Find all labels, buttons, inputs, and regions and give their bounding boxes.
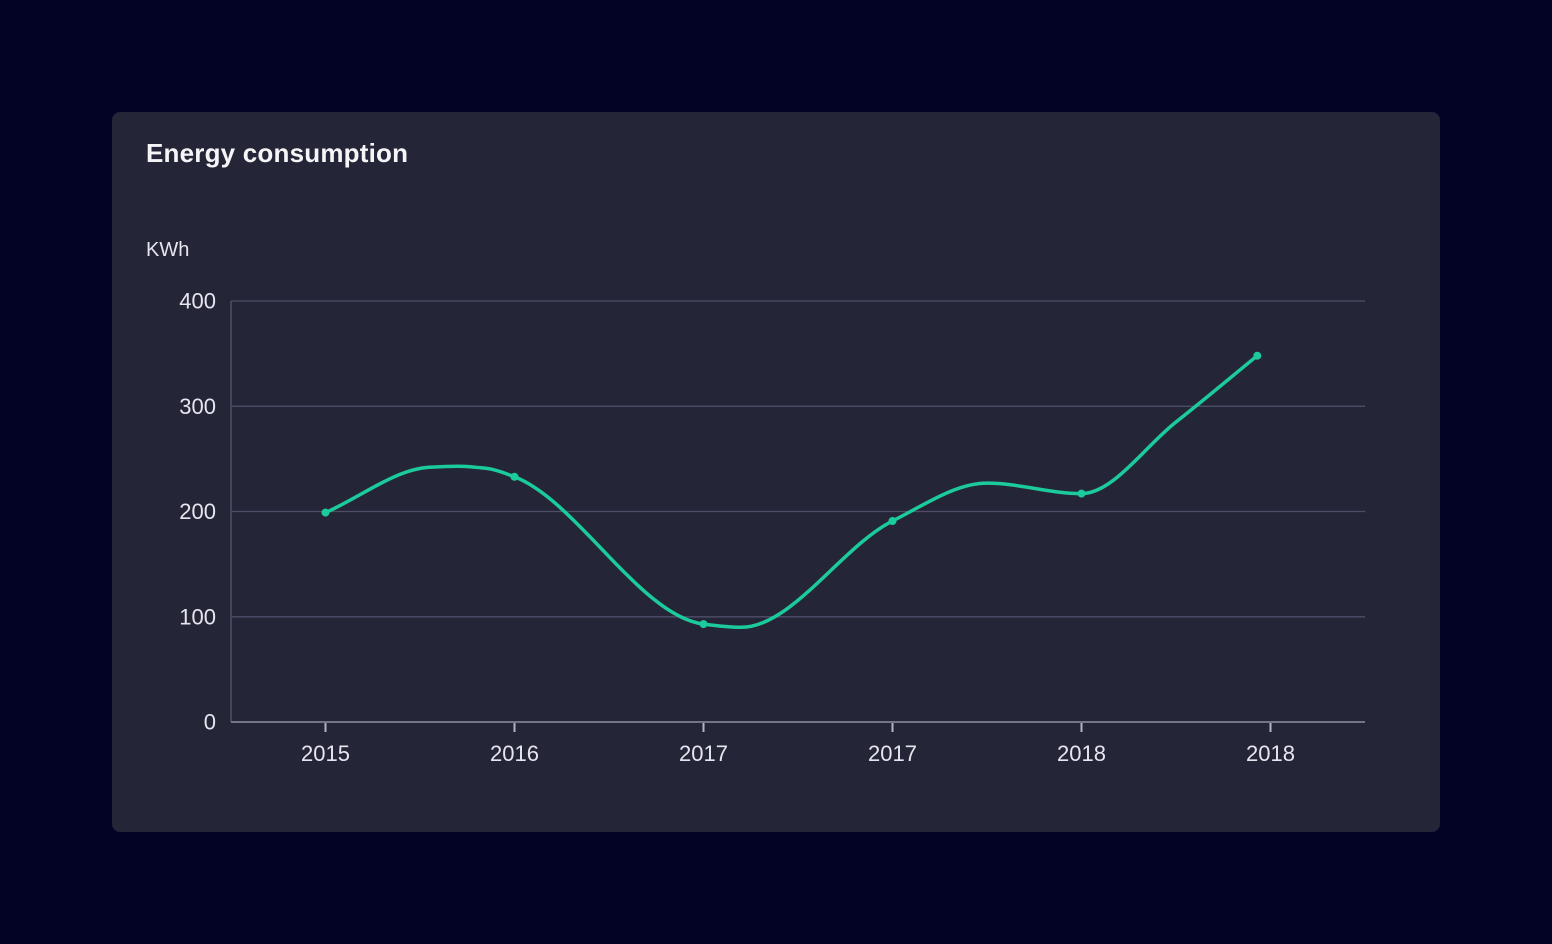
x-axis-tick-label: 2016 [490, 741, 539, 766]
y-axis-tick-label: 200 [179, 499, 216, 524]
data-point-marker[interactable] [1253, 351, 1262, 360]
y-axis-tick-label: 0 [204, 710, 216, 735]
y-axis-tick-label: 300 [179, 394, 216, 419]
energy-consumption-card: Energy consumption KWh 0 100 200 300 400 2015… [112, 112, 1440, 832]
data-point-marker[interactable] [888, 517, 897, 525]
y-axis-unit-label: KWh [146, 239, 190, 261]
y-axis-tick-label: 400 [179, 289, 216, 314]
chart-title: Energy consumption [146, 138, 409, 168]
x-axis-tick-label: 2018 [1246, 741, 1295, 766]
series-line [323, 353, 1260, 630]
data-point-marker[interactable] [321, 508, 330, 517]
y-axis-tick-label: 100 [179, 604, 216, 629]
data-point-marker[interactable] [510, 472, 519, 481]
data-point-marker[interactable] [699, 620, 708, 629]
x-axis-tick-label: 2018 [1057, 741, 1106, 766]
x-axis-tick-label: 2017 [868, 741, 917, 766]
data-point-marker[interactable] [1077, 489, 1086, 498]
line-chart: 0 100 200 300 400 2015 2016 2017 2017 2018 2018 [179, 289, 1365, 766]
x-axis-tick-label: 2017 [679, 741, 728, 766]
x-axis-tick-label: 2015 [301, 741, 350, 766]
